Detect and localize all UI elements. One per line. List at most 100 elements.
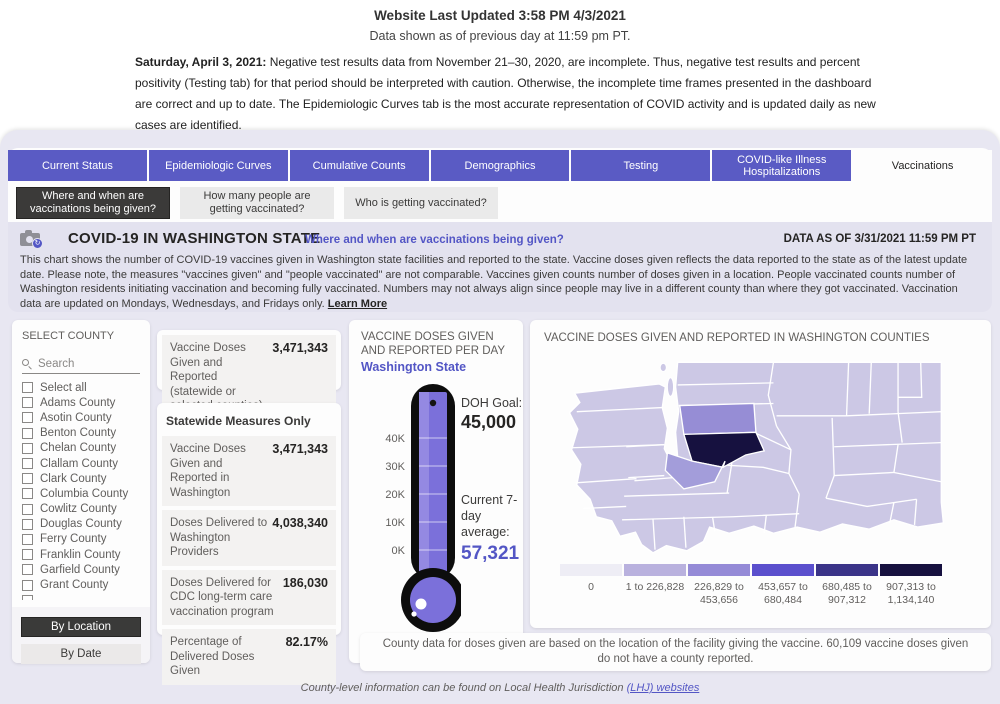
checkbox[interactable]: [22, 442, 33, 454]
state-base[interactable]: [568, 361, 945, 554]
county-option-clark[interactable]: Clark County: [22, 471, 142, 486]
checkbox[interactable]: [22, 503, 33, 515]
county-option-clallam[interactable]: Clallam County: [22, 456, 142, 471]
lhj-websites-link[interactable]: (LHJ) websites: [626, 682, 700, 694]
checkbox[interactable]: [22, 518, 33, 530]
svg-text:30K: 30K: [385, 461, 405, 473]
county-option-ferry[interactable]: Ferry County: [22, 532, 142, 547]
svg-text:40K: 40K: [385, 433, 405, 445]
page-title: COVID-19 IN WASHINGTON STATE: [68, 230, 321, 247]
legend-swatch: [688, 564, 750, 576]
county-selector-panel: SELECT COUNTY Search Select all Adams Co…: [12, 320, 150, 664]
checkbox[interactable]: [22, 549, 33, 561]
checkbox[interactable]: [22, 473, 33, 485]
checkbox[interactable]: [22, 564, 33, 576]
legend-bucket-5: 907,313 to 1,134,140: [880, 564, 942, 607]
measure-row-doses-delivered: Doses Delivered to Washington Providers …: [162, 510, 336, 566]
map-legend: 0 1 to 226,828 226,829 to 453,656 453,65…: [560, 564, 942, 607]
county-option-franklin[interactable]: Franklin County: [22, 547, 142, 562]
map-title: VACCINE DOSES GIVEN AND REPORTED IN WASH…: [544, 332, 930, 344]
banner-description: This chart shows the number of COVID-19 …: [20, 253, 982, 311]
doses-per-day-card: VACCINE DOSES GIVEN AND REPORTED PER DAY…: [349, 320, 523, 663]
county-map-card: VACCINE DOSES GIVEN AND REPORTED IN WASH…: [530, 320, 991, 628]
tab-demographics[interactable]: Demographics: [430, 150, 570, 181]
island-county[interactable]: [659, 362, 667, 373]
checkbox[interactable]: [22, 594, 33, 600]
county-option-select-all[interactable]: Select all: [22, 380, 142, 395]
by-location-button[interactable]: By Location: [21, 617, 141, 637]
island-county[interactable]: [666, 377, 675, 397]
county-option-benton[interactable]: Benton County: [22, 426, 142, 441]
page-header: Website Last Updated 3:58 PM 4/3/2021 Da…: [0, 8, 1000, 43]
avg-value: 57,321: [461, 543, 520, 564]
statewide-measures-card: Statewide Measures Only Vaccine Doses Gi…: [157, 403, 341, 685]
select-county-title: SELECT COUNTY: [22, 330, 115, 342]
map-note-card: County data for doses given are based on…: [360, 633, 991, 671]
info-banner: ↻ COVID-19 IN WASHINGTON STATE Where and…: [8, 222, 992, 312]
county-option-columbia[interactable]: Columbia County: [22, 486, 142, 501]
county-option-grant[interactable]: Grant County: [22, 577, 142, 592]
subtab-bar: Where and when are vaccinations being gi…: [16, 187, 498, 219]
county-pierce[interactable]: [664, 452, 726, 490]
washington-county-map[interactable]: [562, 352, 954, 560]
checkbox[interactable]: [22, 427, 33, 439]
tab-current-status[interactable]: Current Status: [8, 150, 147, 181]
county-option-douglas[interactable]: Douglas County: [22, 517, 142, 532]
checkbox[interactable]: [22, 488, 33, 500]
seven-day-average: Current 7-day average: 57,321: [461, 492, 521, 565]
checkbox[interactable]: [22, 412, 33, 424]
legend-swatch: [560, 564, 622, 576]
subtab-how-many-vaccinated[interactable]: How many people are getting vaccinated?: [180, 187, 334, 219]
measure-row-cdc-ltc: Doses Delivered for CDC long-term care v…: [162, 569, 336, 625]
subtab-who-vaccinated[interactable]: Who is getting vaccinated?: [344, 187, 498, 219]
doh-goal-label: DOH Goal:: [461, 396, 523, 410]
as-of-text: Data shown as of previous day at 11:59 p…: [369, 29, 631, 43]
tab-covid-like-illness-hospitalizations[interactable]: COVID-like Illness Hospitalizations: [712, 150, 852, 181]
county-option-adams[interactable]: Adams County: [22, 395, 142, 410]
camera-sync-icon: ↻: [20, 230, 43, 249]
checkbox[interactable]: [22, 397, 33, 409]
tab-epidemiologic-curves[interactable]: Epidemiologic Curves: [148, 150, 288, 181]
thermometer-title: VACCINE DOSES GIVEN AND REPORTED PER DAY: [361, 331, 505, 357]
legend-swatch: [624, 564, 686, 576]
checkbox[interactable]: [22, 458, 33, 470]
thermometer-region: Washington State: [361, 360, 467, 374]
checkbox[interactable]: [22, 533, 33, 545]
tab-testing[interactable]: Testing: [571, 150, 711, 181]
county-option-asotin[interactable]: Asotin County: [22, 410, 142, 425]
subtab-where-when-given[interactable]: Where and when are vaccinations being gi…: [16, 187, 170, 219]
footer: County-level information can be found on…: [0, 682, 1000, 694]
tab-cumulative-counts[interactable]: Cumulative Counts: [289, 150, 429, 181]
checkbox[interactable]: [22, 382, 33, 394]
thermometer-gauge: 40K 30K 20K 10K 0K: [385, 384, 461, 632]
tab-bar: Current Status Epidemiologic Curves Cumu…: [8, 150, 993, 181]
banner-question: Where and when are vaccinations being gi…: [305, 234, 564, 246]
by-date-button[interactable]: By Date: [21, 644, 141, 664]
legend-bucket-3: 453,657 to 680,484: [752, 564, 814, 607]
tab-vaccinations[interactable]: Vaccinations: [853, 150, 993, 181]
headline-metric-value: 3,471,343: [272, 341, 328, 355]
county-option-chelan[interactable]: Chelan County: [22, 441, 142, 456]
county-option-garfield[interactable]: Garfield County: [22, 562, 142, 577]
map-note-text: County data for doses given are based on…: [382, 638, 969, 665]
search-icon: [22, 358, 32, 370]
county-option-cowlitz[interactable]: Cowlitz County: [22, 502, 142, 517]
data-notice: Saturday, April 3, 2021: Negative test r…: [135, 52, 883, 136]
notice-body: Negative test results data from November…: [135, 55, 876, 132]
county-snohomish[interactable]: [678, 402, 757, 436]
avg-label: Current 7-day average:: [461, 493, 518, 539]
learn-more-link[interactable]: Learn More: [327, 297, 388, 310]
search-placeholder: Search: [38, 357, 75, 370]
doh-goal-value: 45,000: [461, 412, 517, 432]
svg-text:10K: 10K: [385, 517, 405, 529]
checkbox[interactable]: [22, 579, 33, 591]
legend-swatch: [880, 564, 942, 576]
measure-row-doses-given: Vaccine Doses Given and Reported in Wash…: [162, 436, 336, 506]
goal-marker: [429, 399, 437, 407]
county-option-partial[interactable]: [22, 593, 142, 600]
tab-strip: Current Status Epidemiologic Curves Cumu…: [8, 148, 993, 222]
notice-date: Saturday, April 3, 2021:: [135, 55, 267, 69]
measure-row-pct-given: Percentage of Delivered Doses Given 82.1…: [162, 629, 336, 685]
county-search-input[interactable]: Search: [22, 354, 140, 374]
